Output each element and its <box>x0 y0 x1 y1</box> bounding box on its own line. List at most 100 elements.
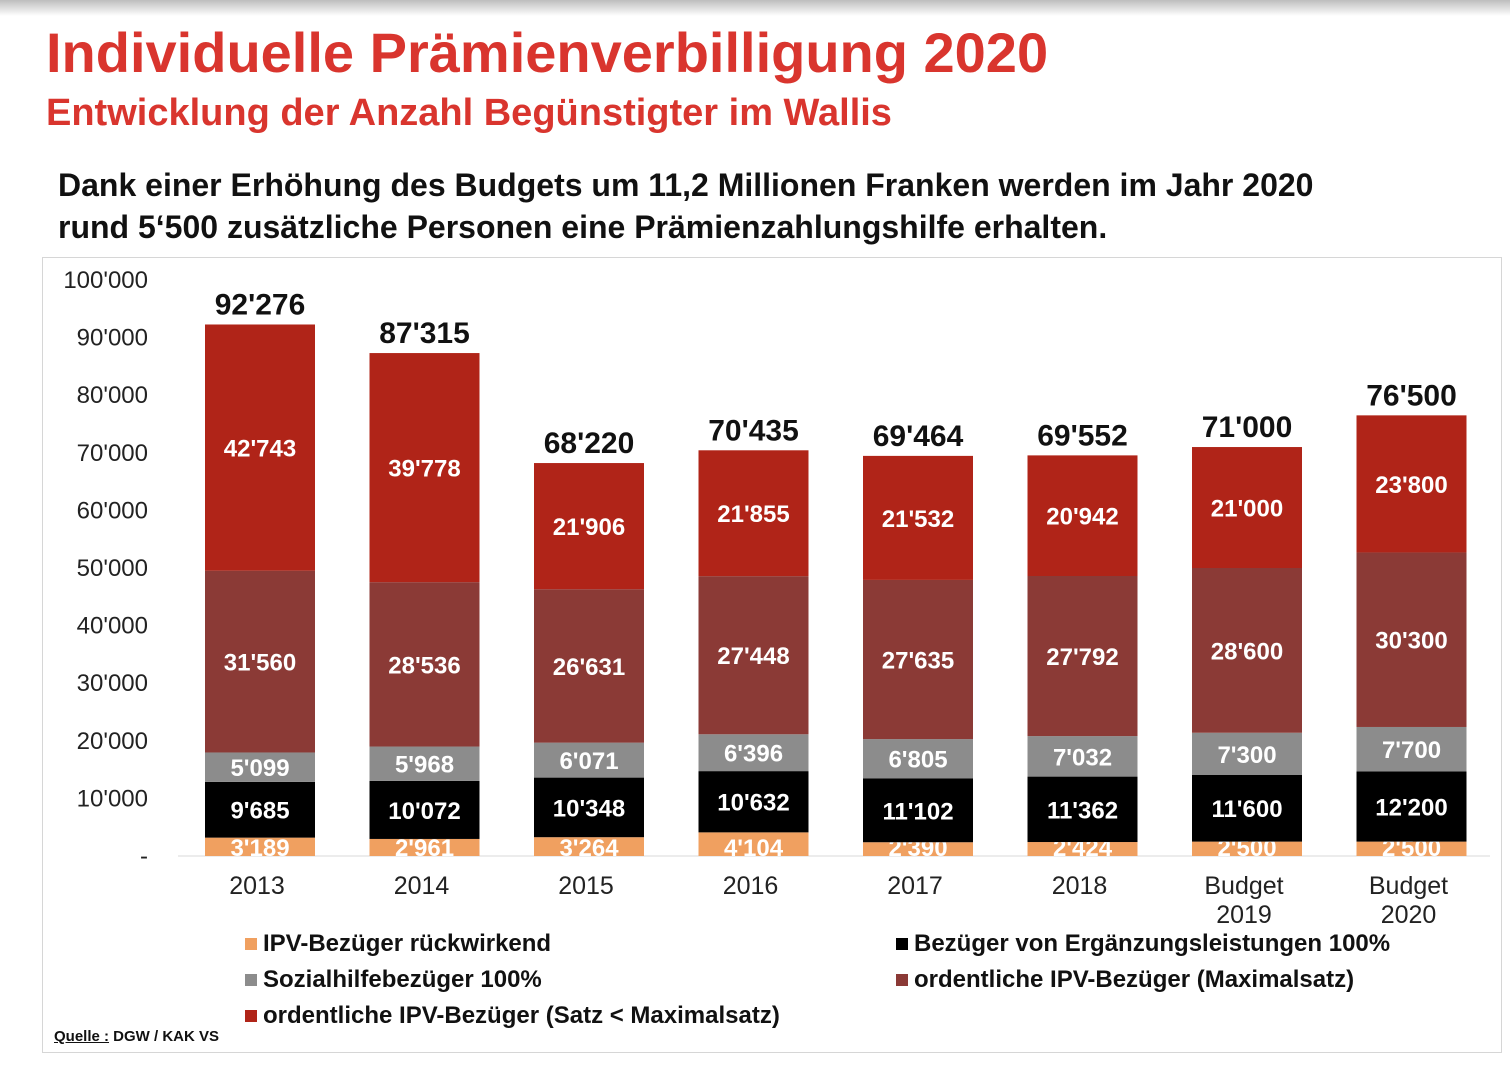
legend-item-ipv-rueckwirkend: IPV-Bezüger rückwirkend <box>245 930 551 958</box>
bar-segment <box>698 734 809 772</box>
bar-segment <box>369 582 480 747</box>
data-label: 11'600 <box>1211 796 1282 823</box>
bar-segment <box>1192 841 1302 856</box>
legend-swatch-ipv-rueckwirkend <box>245 938 257 950</box>
x-tick-label: 2017 <box>887 872 943 900</box>
chart-frame <box>42 257 1502 1053</box>
x-tick-label: 2018 <box>1052 872 1108 900</box>
legend-label-ipv-maximalsatz: ordentliche IPV-Bezüger (Maximalsatz) <box>914 966 1355 993</box>
legend-label-sozialhilfe: Sozialhilfebezüger 100% <box>263 966 542 993</box>
slide-subtitle: Entwicklung der Anzahl Begünstigter im W… <box>46 92 892 134</box>
y-tick-label: 90'000 <box>77 325 148 352</box>
y-tick-label: 20'000 <box>77 728 148 755</box>
bar-segment <box>863 842 973 856</box>
data-label: 23'800 <box>1375 472 1447 499</box>
x-tick-label: 2019 <box>1216 901 1272 929</box>
bar-segment <box>205 781 315 838</box>
data-label: 5'099 <box>230 755 289 782</box>
total-label: 69'552 <box>1037 419 1128 452</box>
data-label: 21'532 <box>882 506 954 533</box>
bar-segment <box>369 353 480 583</box>
bar-segment <box>205 324 315 571</box>
data-label: 21'000 <box>1211 496 1283 523</box>
data-label: 6'805 <box>888 747 947 774</box>
data-label: 6'396 <box>724 741 783 768</box>
legend-swatch-ipv-satz-kleiner <box>245 1010 257 1022</box>
x-tick-label: Budget <box>1369 872 1448 900</box>
x-tick-label: 2014 <box>394 872 450 900</box>
data-label: 11'102 <box>882 798 953 825</box>
data-label: 10'348 <box>553 795 625 822</box>
data-label: 28'536 <box>388 652 460 679</box>
data-label: 26'631 <box>553 654 625 681</box>
top-shadow <box>0 0 1510 16</box>
y-tick-label: 100'000 <box>63 267 148 294</box>
source-note: Quelle : DGW / KAK VS <box>54 1028 219 1045</box>
data-label: 6'071 <box>559 748 618 775</box>
legend-item-ipv-satz-kleiner: ordentliche IPV-Bezüger (Satz < Maximals… <box>245 1002 780 1030</box>
data-label: 12'200 <box>1375 794 1447 821</box>
bar-segment <box>205 570 315 753</box>
data-label: 5'968 <box>395 752 454 779</box>
bar-segment <box>205 837 315 856</box>
y-tick-label: 40'000 <box>77 613 148 640</box>
y-tick-label: 30'000 <box>77 670 148 697</box>
key-statement: Dank einer Erhöhung des Budgets um 11,2 … <box>58 164 1313 248</box>
legend-label-ergaenzungsleistungen: Bezüger von Ergänzungsleistungen 100% <box>914 930 1391 957</box>
data-label: 28'600 <box>1211 638 1283 665</box>
data-label: 20'942 <box>1046 504 1118 531</box>
slide-title: Individuelle Prämienverbilligung 2020 <box>46 21 1049 84</box>
data-label: 3'264 <box>559 835 619 862</box>
bar-segment <box>369 780 480 839</box>
data-label: 9'685 <box>230 798 289 825</box>
source-label: Quelle : <box>54 1028 110 1045</box>
statement-line-2: rund 5‘500 zusätzliche Personen eine Prä… <box>58 209 1108 245</box>
bar-segment <box>1027 736 1138 777</box>
legend-item-ipv-maximalsatz: ordentliche IPV-Bezüger (Maximalsatz) <box>896 966 1354 994</box>
bar-segment <box>205 752 315 782</box>
data-label: 30'300 <box>1375 628 1447 655</box>
data-label: 21'855 <box>717 501 789 528</box>
data-label: 7'700 <box>1382 737 1441 764</box>
bar-segment <box>1027 842 1138 856</box>
legend-swatch-sozialhilfe <box>245 974 257 986</box>
data-label: 10'632 <box>717 790 789 817</box>
total-label: 68'220 <box>544 427 635 460</box>
bar-segment <box>1356 771 1467 842</box>
total-label: 87'315 <box>379 317 470 350</box>
data-label: 21'906 <box>553 514 625 541</box>
total-label: 92'276 <box>215 288 306 321</box>
bar-segment <box>534 742 644 778</box>
bar-segment <box>698 771 809 833</box>
bar-segment <box>863 778 973 843</box>
data-label: 2'961 <box>395 835 454 862</box>
legend-item-ergaenzungsleistungen: Bezüger von Ergänzungsleistungen 100% <box>896 930 1390 958</box>
data-label: 31'560 <box>224 650 296 677</box>
source-text: DGW / KAK VS <box>109 1028 220 1045</box>
data-label: 27'635 <box>882 648 954 675</box>
legend-label-ipv-satz-kleiner: ordentliche IPV-Bezüger (Satz < Maximals… <box>263 1002 780 1029</box>
y-tick-label: - <box>140 843 148 870</box>
y-tick-label: 70'000 <box>77 440 148 467</box>
bar-segment <box>369 746 480 781</box>
total-label: 69'464 <box>873 420 964 453</box>
total-label: 76'500 <box>1366 379 1457 412</box>
x-tick-label: 2013 <box>229 872 285 900</box>
legend-swatch-ipv-maximalsatz <box>896 974 908 986</box>
bar-segment <box>698 576 809 735</box>
bar-segment <box>1356 552 1467 727</box>
data-label: 27'792 <box>1046 644 1118 671</box>
bar-segment <box>369 838 480 856</box>
x-tick-label: 2015 <box>558 872 614 900</box>
x-tick-label: 2020 <box>1381 901 1437 929</box>
x-tick-label: 2016 <box>723 872 779 900</box>
bar-segment <box>1192 774 1302 842</box>
statement-line-1: Dank einer Erhöhung des Budgets um 11,2 … <box>58 167 1314 203</box>
bar-segment <box>698 832 809 856</box>
bar-segment <box>698 450 809 577</box>
bar-segment <box>1356 841 1467 856</box>
legend-swatch-ergaenzungsleistungen <box>896 938 908 950</box>
y-tick-label: 80'000 <box>77 382 148 409</box>
data-label: 27'448 <box>717 643 789 670</box>
bar-segment <box>1356 415 1467 553</box>
